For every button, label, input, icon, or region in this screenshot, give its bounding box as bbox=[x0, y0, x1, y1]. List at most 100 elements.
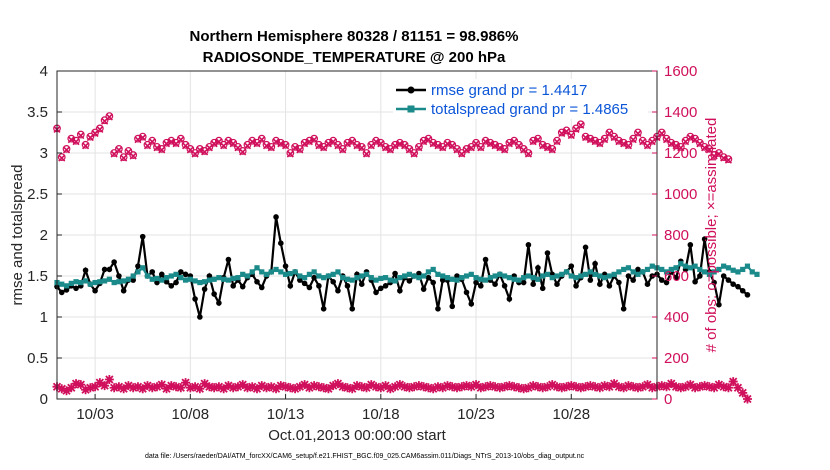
rmse-point bbox=[216, 300, 222, 306]
obs-possible-point bbox=[553, 136, 561, 145]
spread-point bbox=[511, 276, 517, 282]
obs-possible-point bbox=[686, 132, 695, 141]
obs-possible-point bbox=[100, 116, 109, 125]
rmse-point bbox=[744, 292, 751, 298]
spread-point bbox=[716, 266, 722, 273]
obs-assimilated-point bbox=[133, 382, 143, 392]
obs-assim-high-point bbox=[196, 146, 204, 154]
obs-assim-high-point bbox=[462, 146, 471, 154]
obs-assimilated-point bbox=[242, 383, 252, 393]
obs-assim-high-point bbox=[591, 138, 599, 146]
spread-point bbox=[630, 269, 636, 275]
rmse-point bbox=[697, 273, 703, 279]
obs-assimilated-point bbox=[628, 382, 638, 392]
spread-point bbox=[330, 271, 336, 277]
spread-point bbox=[240, 271, 246, 277]
rmse-point bbox=[316, 283, 322, 289]
obs-assimilated-point bbox=[623, 381, 633, 391]
obs-possible-point bbox=[76, 130, 85, 139]
spread-point bbox=[335, 269, 341, 275]
spread-point bbox=[702, 269, 708, 275]
spread-point bbox=[673, 265, 679, 271]
obs-assimilated-point bbox=[333, 379, 343, 389]
spread-point bbox=[544, 271, 551, 277]
spread-point bbox=[182, 277, 189, 283]
rmse-point bbox=[468, 301, 475, 307]
obs-possible-point bbox=[572, 124, 580, 133]
legend: rmse grand pr = 1.4417 totalspread grand… bbox=[393, 79, 648, 119]
obs-assimilated-point bbox=[328, 381, 338, 391]
spread-point bbox=[740, 266, 746, 273]
obs-assimilated-point bbox=[414, 381, 424, 391]
spread-point bbox=[349, 277, 355, 283]
rmse-point bbox=[673, 274, 679, 281]
obs-assimilated-point bbox=[714, 380, 724, 390]
obs-possible-point bbox=[443, 138, 452, 147]
spread-point bbox=[225, 277, 232, 283]
obs-possible-point bbox=[338, 144, 347, 153]
obs-assim-high-point bbox=[105, 113, 113, 121]
spread-point bbox=[159, 277, 165, 283]
x-tick-label: 10/13 bbox=[267, 406, 305, 423]
obs-assimilated-point bbox=[304, 383, 314, 393]
spread-point bbox=[340, 275, 346, 281]
y-tick-label: 3.5 bbox=[27, 104, 48, 121]
obs-assim-high-point bbox=[710, 152, 718, 160]
obs-assimilated-point bbox=[476, 383, 486, 393]
obs-assimilated-point bbox=[600, 381, 610, 391]
obs-assimilated-point bbox=[276, 381, 286, 391]
rmse-point bbox=[330, 278, 336, 285]
spread-point bbox=[611, 271, 617, 277]
obs-assimilated-point bbox=[633, 383, 643, 393]
obs-assimilated-point bbox=[162, 384, 172, 394]
obs-assimilated-point bbox=[728, 377, 738, 387]
obs-assimilated-point bbox=[490, 382, 500, 392]
spread-point bbox=[421, 273, 427, 279]
obs-assim-high-point bbox=[615, 138, 623, 146]
obs-assimilated-point bbox=[309, 381, 319, 391]
obs-assimilated-point bbox=[395, 380, 405, 390]
obs-possible-point bbox=[367, 140, 376, 149]
obs-assimilated-point bbox=[290, 384, 300, 394]
spread-point bbox=[249, 269, 255, 275]
obs-possible-point bbox=[662, 134, 671, 143]
spread-point bbox=[321, 275, 327, 281]
obs-assim-high-point bbox=[601, 136, 609, 144]
obs-assim-high-point bbox=[558, 129, 566, 138]
obs-assim-high-point bbox=[415, 144, 423, 152]
obs-possible-point bbox=[195, 144, 204, 153]
obs-possible-point bbox=[167, 136, 176, 145]
spread-point bbox=[697, 266, 703, 273]
legend-spread-marker bbox=[407, 105, 415, 113]
obs-assimilated-point bbox=[733, 383, 743, 393]
rmse-point bbox=[544, 250, 551, 256]
spread-point bbox=[344, 276, 351, 282]
obs-assim-high-point bbox=[667, 140, 675, 148]
obs-assimilated-point bbox=[128, 383, 138, 393]
obs-possible-point bbox=[457, 149, 466, 157]
spread-point bbox=[516, 277, 522, 283]
obs-possible-point bbox=[476, 142, 485, 151]
y-tick-label: 1.5 bbox=[27, 268, 48, 285]
spread-point bbox=[587, 269, 593, 275]
obs-assimilated-point bbox=[742, 394, 752, 404]
spread-point bbox=[354, 275, 360, 281]
obs-possible-point bbox=[538, 140, 547, 149]
obs-assimilated-point bbox=[190, 382, 200, 392]
obs-possible-point bbox=[329, 136, 338, 145]
obs-assim-high-point bbox=[486, 140, 494, 148]
obs-assim-high-point bbox=[491, 142, 499, 150]
obs-assimilated-point bbox=[685, 380, 695, 390]
obs-assimilated-point bbox=[457, 382, 467, 392]
obs-possible-point bbox=[81, 140, 90, 149]
spread-point bbox=[602, 275, 608, 281]
obs-possible-point bbox=[372, 136, 380, 145]
obs-assimilated-point bbox=[185, 383, 195, 393]
spread-point bbox=[392, 278, 398, 284]
spread-point bbox=[106, 276, 112, 282]
rmse-point bbox=[454, 273, 460, 279]
obs-assim-high-point bbox=[296, 146, 304, 154]
obs-assim-high-point bbox=[482, 138, 490, 146]
obs-assimilated-point bbox=[300, 380, 310, 390]
spread-point bbox=[711, 269, 717, 275]
